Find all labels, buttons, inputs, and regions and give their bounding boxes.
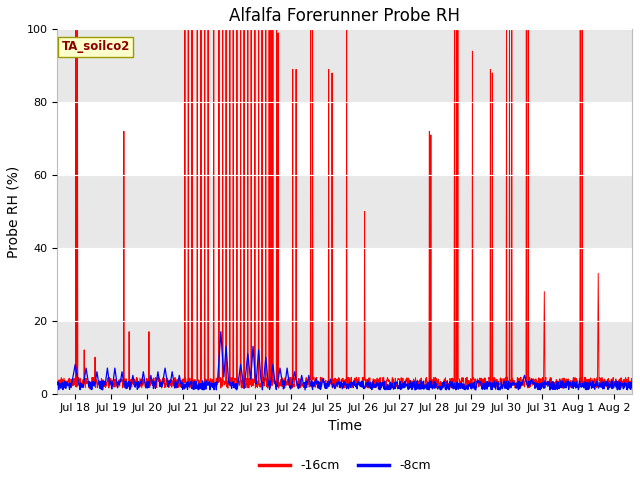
Bar	[57, 248, 632, 321]
Title: Alfalfa Forerunner Probe RH: Alfalfa Forerunner Probe RH	[229, 7, 460, 25]
Y-axis label: Probe RH (%): Probe RH (%)	[7, 165, 21, 258]
Legend: -16cm, -8cm: -16cm, -8cm	[253, 455, 436, 478]
Bar	[57, 102, 632, 175]
X-axis label: Time: Time	[328, 419, 362, 433]
Text: TA_soilco2: TA_soilco2	[61, 40, 130, 53]
